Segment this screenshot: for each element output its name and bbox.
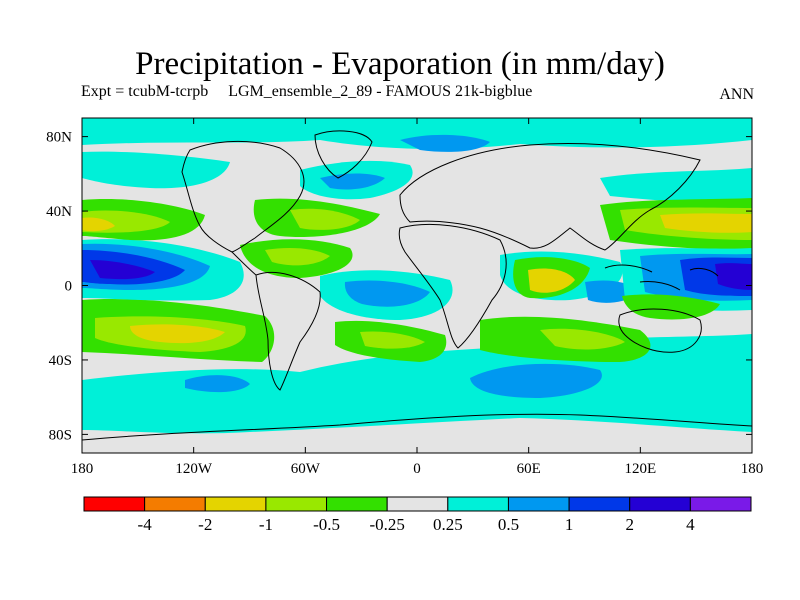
colorbar-label: 2 bbox=[625, 515, 634, 534]
lon-tick-label: 180 bbox=[741, 461, 764, 477]
west-pacific-warm-pool-max bbox=[715, 263, 752, 290]
australia-coast bbox=[618, 308, 702, 353]
coastlines bbox=[81, 130, 753, 441]
south-indian-dry-core bbox=[540, 328, 625, 350]
colorbar-swatch bbox=[689, 496, 752, 512]
latitude-axis: 80N 40N 0 40S 80S bbox=[46, 130, 752, 443]
ensemble-name: LGM_ensemble_2_89 - FAMOUS 21k-bigblue bbox=[228, 83, 533, 100]
colorbar-label: 4 bbox=[686, 515, 695, 534]
lat-tick-label: 0 bbox=[65, 279, 73, 295]
lat-tick-label: 40S bbox=[49, 353, 72, 369]
map-plot-area bbox=[81, 117, 753, 454]
colorbar-swatch bbox=[386, 496, 449, 512]
west-pacific-dry-max bbox=[660, 213, 752, 233]
north-atlantic-arctic-blue bbox=[400, 134, 490, 152]
lon-tick-label: 120E bbox=[624, 461, 656, 477]
colorbar-swatch bbox=[629, 496, 691, 512]
north-atlantic-storm-track-blue bbox=[320, 173, 385, 190]
map-title: Precipitation - Evaporation (in mm/day) bbox=[135, 46, 665, 82]
europe-asia-coast bbox=[399, 142, 701, 251]
south-america-coast bbox=[255, 271, 321, 391]
arctic-moist-band bbox=[82, 118, 752, 149]
colorbar-label: 1 bbox=[565, 515, 574, 534]
africa-coast bbox=[398, 223, 507, 349]
lon-tick-label: 60E bbox=[517, 461, 541, 477]
colorbar-swatch bbox=[265, 496, 328, 512]
lat-tick-label: 80S bbox=[49, 427, 72, 443]
lat-tick-label: 40N bbox=[46, 204, 72, 220]
colorbar-swatch bbox=[83, 496, 146, 512]
tropical-atlantic-dry-core bbox=[265, 248, 330, 266]
lon-tick-label: 60W bbox=[291, 461, 321, 477]
northeast-pacific-dry-max bbox=[82, 217, 115, 232]
experiment-name: Expt = tcubM-tcrpb bbox=[81, 83, 209, 100]
north-pacific-storm-track bbox=[82, 151, 230, 189]
lat-tick-label: 80N bbox=[46, 130, 72, 146]
central-america-coast bbox=[231, 251, 257, 276]
lon-tick-label: 180 bbox=[71, 461, 94, 477]
south-pacific-dry-max bbox=[130, 324, 225, 344]
southern-ocean-blue-patch bbox=[470, 363, 602, 398]
colorbar-label: -0.5 bbox=[313, 515, 340, 534]
east-pacific-itcz-max bbox=[90, 260, 155, 280]
greenland-coast bbox=[314, 130, 373, 179]
south-atlantic-dry-core bbox=[360, 331, 425, 349]
experiment-subtitle: Expt = tcubM-tcrpb LGM_ensemble_2_89 - F… bbox=[81, 83, 532, 101]
season-label: ANN bbox=[719, 86, 754, 103]
colorbar-swatch bbox=[204, 496, 267, 512]
colorbar-label: -0.25 bbox=[369, 515, 404, 534]
colorbar-swatch bbox=[507, 496, 570, 512]
colorbar-swatch bbox=[568, 496, 631, 512]
arabian-sea-dry-core bbox=[528, 268, 575, 293]
north-america-coast bbox=[181, 141, 305, 253]
longitude-axis: 180 120W 60W 0 60E 120E 180 bbox=[71, 118, 764, 477]
maritime-continent-coast bbox=[604, 264, 719, 291]
colorbar: -4 -2 -1 -0.5 -0.25 0.25 0.5 1 2 4 bbox=[83, 496, 752, 534]
colorbar-label: -1 bbox=[259, 515, 273, 534]
north-atlantic-dry bbox=[290, 208, 360, 230]
colorbar-swatch bbox=[144, 496, 206, 512]
northwest-pacific-storm-track bbox=[600, 168, 752, 205]
colorbar-label: -2 bbox=[198, 515, 212, 534]
lon-tick-label: 0 bbox=[413, 461, 421, 477]
lon-tick-label: 120W bbox=[175, 461, 213, 477]
colorbar-swatch bbox=[447, 496, 509, 512]
colorbar-label: 0.5 bbox=[498, 515, 519, 534]
antarctica-coast bbox=[81, 413, 753, 441]
colorbar-label: 0.25 bbox=[433, 515, 463, 534]
maritime-continent-dry bbox=[622, 294, 720, 320]
colorbar-swatch bbox=[326, 496, 388, 512]
south-pacific-blue-patch bbox=[185, 375, 250, 393]
colorbar-label: -4 bbox=[138, 515, 153, 534]
atlantic-itcz-blue bbox=[344, 280, 430, 307]
